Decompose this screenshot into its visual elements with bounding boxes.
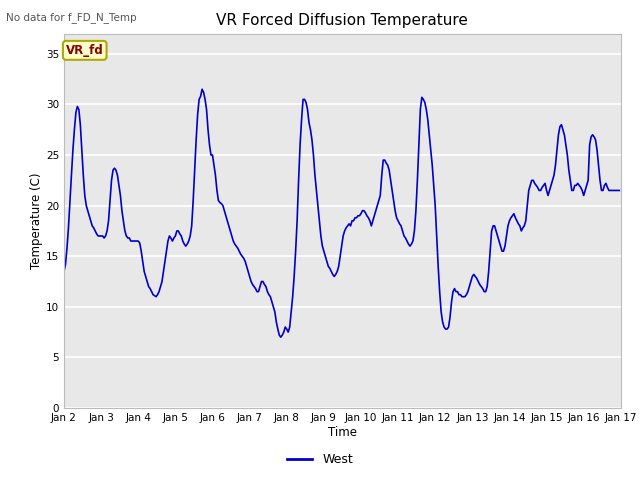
Legend: West: West [282,448,358,471]
Y-axis label: Temperature (C): Temperature (C) [30,172,43,269]
Title: VR Forced Diffusion Temperature: VR Forced Diffusion Temperature [216,13,468,28]
Text: No data for f_FD_N_Temp: No data for f_FD_N_Temp [6,12,137,23]
Text: VR_fd: VR_fd [66,44,104,57]
X-axis label: Time: Time [328,426,357,439]
